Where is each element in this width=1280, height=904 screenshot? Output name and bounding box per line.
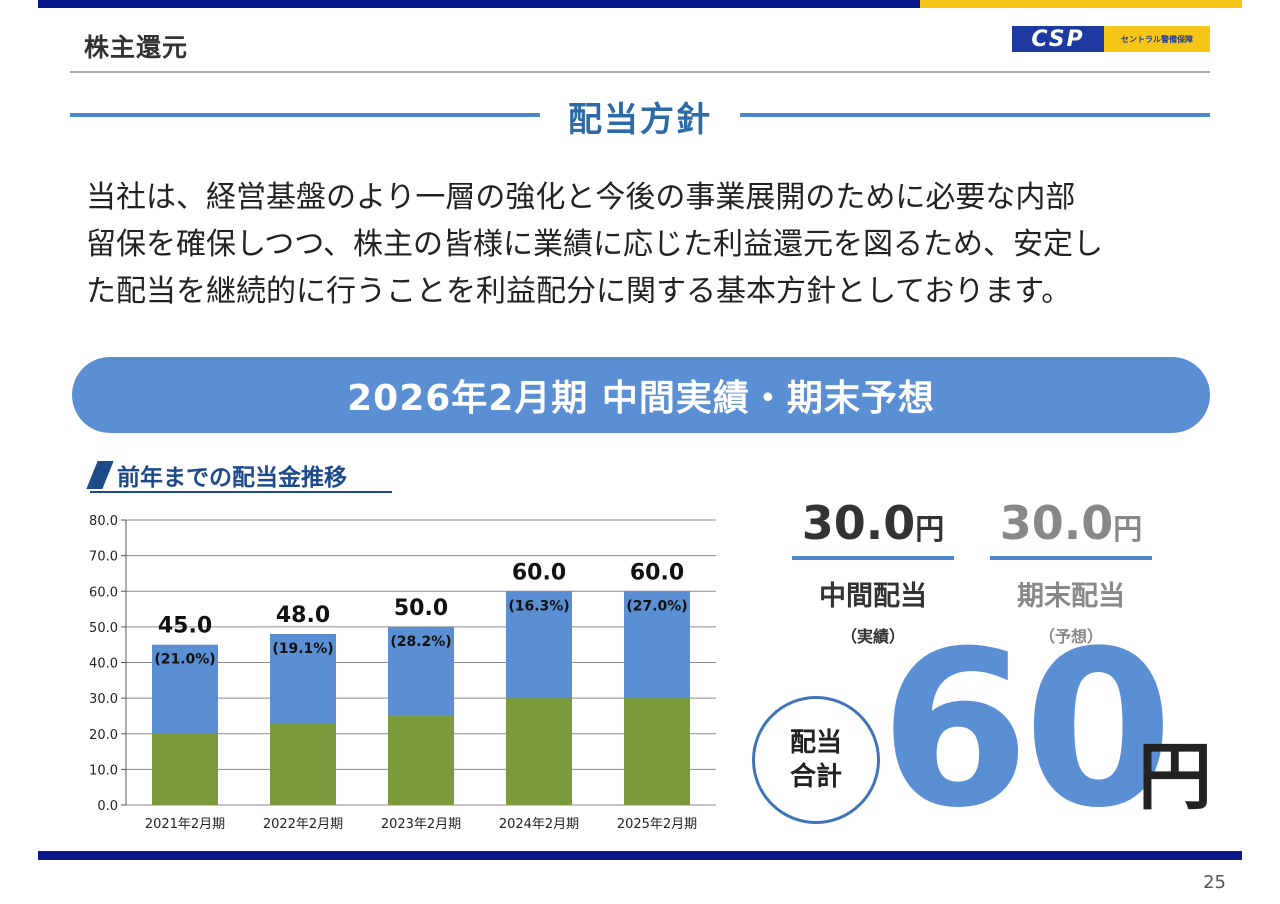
x-tick-label: 2022年2月期: [263, 817, 343, 832]
x-tick-label: 2025年2月期: [617, 817, 697, 832]
y-tick-label: 0.0: [97, 799, 118, 814]
section-rule-right: [740, 113, 1210, 117]
period-banner: 2026年2月期 中間実績・期末予想: [72, 357, 1210, 433]
bar-payout-label: (19.1%): [272, 641, 333, 657]
x-tick-label: 2021年2月期: [145, 817, 225, 832]
bar-total-label: 48.0: [276, 603, 330, 628]
bar-payout-label: (27.0%): [626, 598, 687, 614]
bar-segment-upper: [270, 634, 336, 724]
interim-label: 中間配当: [819, 581, 927, 612]
chart-title-mark: [86, 461, 114, 489]
bar-segment-lower: [270, 723, 336, 805]
yearend-amount: 30.0円: [990, 496, 1152, 550]
yearend-value: 30.0: [999, 496, 1114, 550]
title-divider: [70, 71, 1210, 73]
section-heading: 配当方針: [568, 100, 712, 140]
yearend-unit: 円: [1113, 512, 1143, 546]
bar-payout-label: (21.0%): [154, 652, 215, 668]
bar-segment-lower: [388, 715, 454, 805]
bar-segment-upper: [388, 626, 454, 716]
yearend-rule: [990, 556, 1152, 560]
x-tick-label: 2024年2月期: [499, 817, 579, 832]
bar-segment-lower: [506, 698, 572, 805]
yearend-dividend: 30.0円 期末配当 （予想）: [990, 496, 1152, 647]
total-dividend-value: 60: [880, 604, 1173, 855]
yearend-sub: （予想）: [1038, 627, 1103, 646]
bar-segment-lower: [624, 698, 690, 805]
interim-sub: （実績）: [840, 627, 905, 646]
chart-title: 前年までの配当金推移: [86, 458, 347, 492]
policy-line: 留保を確保しつつ、株主の皆様に業績に応じた利益還元を図るため、安定し: [86, 227, 1103, 262]
interim-dividend: 30.0円 中間配当 （実績）: [792, 496, 954, 647]
bar-total-label: 50.0: [394, 596, 448, 621]
y-tick-label: 50.0: [89, 621, 118, 636]
bar-payout-label: (28.2%): [390, 634, 451, 650]
bar-segment-upper: [624, 591, 690, 699]
bar-payout-label: (16.3%): [508, 598, 569, 614]
total-dividend-unit: 円: [1138, 734, 1212, 820]
bar-segment-lower: [152, 733, 218, 805]
bar-total-label: 60.0: [630, 560, 684, 585]
interim-rule: [792, 556, 954, 560]
y-tick-label: 40.0: [89, 657, 118, 672]
total-label-circle: 配当 合計: [752, 696, 880, 824]
y-tick-label: 10.0: [89, 763, 118, 778]
page-title: 株主還元: [84, 33, 189, 62]
y-tick-label: 20.0: [89, 728, 118, 743]
bar-segment-upper: [506, 591, 572, 699]
interim-amount: 30.0円: [792, 496, 954, 550]
bar-total-label: 45.0: [158, 614, 212, 639]
interim-unit: 円: [915, 512, 945, 546]
x-tick-label: 2023年2月期: [381, 817, 461, 832]
logo-mark: CSP: [1012, 26, 1104, 52]
policy-line: 当社は、経営基盤のより一層の強化と今後の事業展開のために必要な内部: [86, 180, 1076, 215]
y-tick-label: 60.0: [89, 585, 118, 600]
yearend-label: 期末配当: [1017, 581, 1125, 612]
bar-total-label: 60.0: [512, 560, 566, 585]
interim-value: 30.0: [801, 496, 916, 550]
top-accent-bar-yellow: [920, 0, 1242, 8]
y-tick-label: 80.0: [89, 514, 118, 529]
policy-text: 当社は、経営基盤のより一層の強化と今後の事業展開のために必要な内部 留保を確保し…: [86, 174, 1216, 315]
bottom-accent-bar: [38, 851, 1242, 860]
logo-text: セントラル警備保障: [1104, 26, 1210, 52]
top-accent-bar: [38, 0, 920, 8]
chart-title-text: 前年までの配当金推移: [117, 465, 347, 491]
company-logo: CSP セントラル警備保障: [1012, 26, 1210, 52]
y-tick-label: 30.0: [89, 692, 118, 707]
total-label-line2: 合計: [789, 762, 842, 792]
y-tick-label: 70.0: [89, 550, 118, 565]
policy-line: た配当を継続的に行うことを利益配分に関する基本方針としております。: [86, 274, 1072, 309]
bar-segment-upper: [152, 644, 218, 734]
section-rule-left: [70, 113, 540, 117]
page-number: 25: [1203, 872, 1226, 893]
dividend-history-chart: 0.0 10.0 20.0 30.0 40.0 50.0 60.0 70.0 80.0 45.0 (…: [89, 514, 716, 832]
chart-title-underline: [90, 491, 392, 493]
total-label-line1: 配当: [789, 728, 842, 758]
